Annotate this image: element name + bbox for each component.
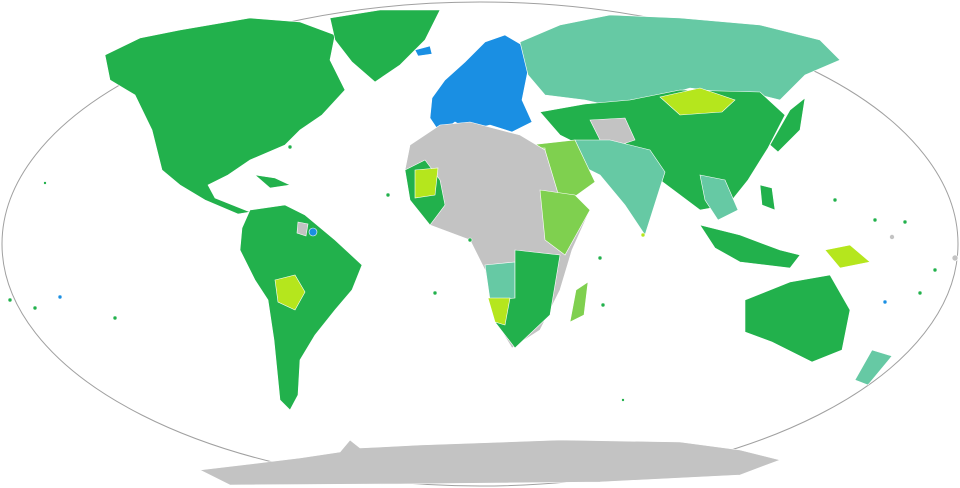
island bbox=[287, 144, 293, 150]
region-japan bbox=[769, 97, 806, 153]
region-russia bbox=[519, 14, 841, 109]
region-madagascar bbox=[569, 281, 589, 323]
region-new-zealand bbox=[854, 349, 893, 386]
island bbox=[112, 315, 118, 321]
region-antarctica bbox=[198, 439, 782, 486]
island bbox=[385, 192, 391, 198]
region-philippines bbox=[759, 184, 776, 211]
region-guyana bbox=[296, 221, 309, 237]
island bbox=[467, 237, 473, 243]
region-angola-zambia bbox=[487, 297, 511, 326]
island bbox=[951, 254, 959, 262]
region-sahel bbox=[414, 167, 439, 199]
island bbox=[640, 232, 646, 238]
island bbox=[902, 219, 908, 225]
island bbox=[597, 255, 603, 261]
island bbox=[882, 299, 888, 305]
region-east-africa bbox=[539, 189, 591, 256]
island bbox=[600, 302, 606, 308]
region-iceland bbox=[414, 45, 433, 57]
region-caribbean bbox=[254, 174, 292, 189]
region-north-america bbox=[104, 17, 346, 215]
island bbox=[917, 290, 923, 296]
region-indonesia bbox=[699, 224, 801, 269]
region-southern-africa bbox=[489, 249, 561, 349]
island bbox=[832, 197, 838, 203]
island bbox=[432, 290, 438, 296]
region-central-africa bbox=[484, 261, 516, 301]
island bbox=[621, 398, 625, 402]
region-greenland bbox=[329, 9, 441, 83]
island bbox=[32, 305, 38, 311]
region-mongolia bbox=[659, 87, 736, 116]
region-australia bbox=[744, 274, 851, 363]
region-papua bbox=[824, 244, 871, 269]
island bbox=[932, 267, 938, 273]
island bbox=[57, 294, 63, 300]
island bbox=[43, 181, 47, 185]
region-french-guiana bbox=[308, 227, 318, 237]
island bbox=[872, 217, 878, 223]
region-south-america bbox=[239, 204, 363, 411]
region-bolivia bbox=[274, 274, 306, 311]
island bbox=[7, 297, 13, 303]
region-se-asia bbox=[699, 174, 739, 221]
island bbox=[889, 234, 895, 240]
